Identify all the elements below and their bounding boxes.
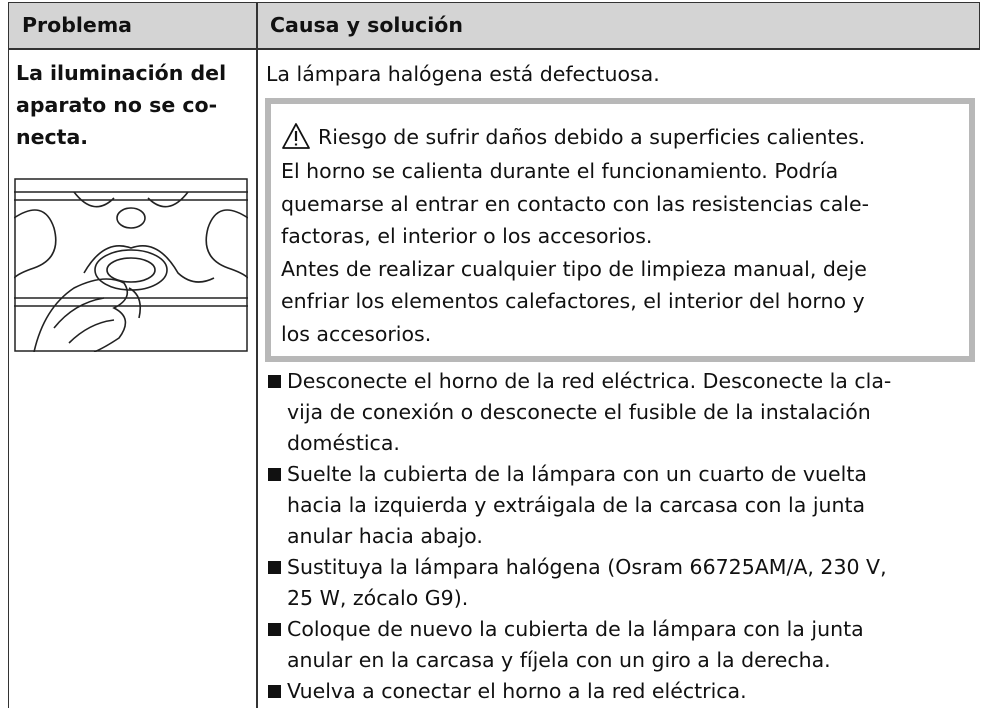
header-cell: Problema (22, 13, 133, 37)
warning-text: El horno se calienta durante el funciona… (281, 159, 839, 183)
step-text: doméstica. (287, 431, 400, 455)
step-text: anular hacia abajo. (287, 524, 483, 548)
step-text: vija de conexión o desconecte el fusible… (287, 400, 871, 424)
warning-icon (282, 123, 310, 149)
bullet (268, 561, 281, 574)
border (979, 2, 980, 48)
step-text: 25 W, zócalo G9). (287, 586, 469, 610)
bullet (268, 375, 281, 388)
bullet (268, 468, 281, 481)
border (8, 2, 980, 3)
problem-text: aparato no se co- (16, 93, 218, 117)
border (256, 2, 258, 708)
warning-text: Antes de realizar cualquier tipo de limp… (281, 256, 867, 281)
step-text: Suelte la cubierta de la lámpara con un … (287, 462, 867, 486)
step-text: anular en la carcasa y fíjela con un gir… (287, 648, 831, 672)
border (8, 48, 980, 50)
warning-text: los accesorios. (281, 321, 432, 346)
lamp-illustration (14, 178, 248, 352)
step-text: Desconecte el horno de la red eléctrica.… (287, 369, 892, 393)
warning-title: Riesgo de sufrir daños debido a superfic… (318, 125, 866, 149)
border (8, 2, 9, 708)
warning-text: enfriar los elementos calefactores, el i… (281, 289, 865, 313)
problem-text: necta. (16, 125, 89, 149)
warning-text: factoras, el interior o los accesorios. (281, 224, 653, 248)
bullet (268, 623, 281, 636)
problem-text: La iluminación del (16, 61, 227, 85)
warning-box (265, 98, 975, 362)
header-bg (8, 2, 980, 48)
header-cell: Causa y solución (270, 13, 463, 37)
step-text: hacia la izquierda y extráigala de la ca… (287, 493, 866, 517)
step-text: Coloque de nuevo la cubierta de la lámpa… (287, 617, 864, 641)
warning-text: quemarse al entrar en contacto con las r… (281, 191, 869, 216)
cause-text: La lámpara halógena está defectuosa. (266, 62, 660, 86)
step-text: Sustituya la lámpara halógena (Osram 667… (287, 555, 887, 579)
bullet (268, 685, 281, 698)
step-text: Vuelva a conectar el horno a la red eléc… (287, 679, 747, 703)
